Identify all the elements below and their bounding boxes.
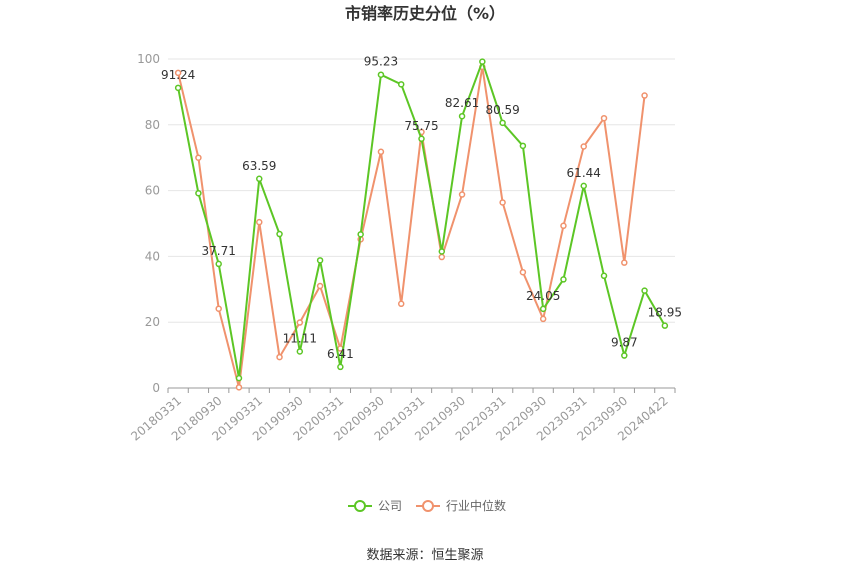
legend-label: 行业中位数 [446, 498, 506, 513]
data-label: 37.71 [202, 244, 236, 258]
data-label: 61.44 [567, 166, 601, 180]
data-point[interactable] [235, 374, 243, 382]
data-point[interactable] [296, 319, 304, 326]
data-point[interactable] [580, 182, 587, 190]
data-point[interactable] [600, 114, 608, 122]
data-point[interactable] [397, 81, 405, 88]
data-point[interactable] [600, 272, 608, 280]
legend-marker [422, 500, 434, 512]
series-line [177, 66, 646, 388]
data-label: 75.75 [404, 119, 438, 133]
data-point[interactable] [418, 135, 425, 143]
data-label: 80.59 [485, 103, 519, 117]
data-point[interactable] [235, 384, 243, 391]
data-point[interactable] [337, 363, 344, 371]
data-point[interactable] [316, 257, 324, 264]
y-axis: 0 20 40 60 80 100 [137, 52, 160, 395]
data-point[interactable] [276, 353, 283, 361]
data-point[interactable] [458, 191, 466, 198]
data-label: 91.24 [161, 68, 195, 82]
data-point[interactable] [479, 58, 486, 65]
chart-title: 市销率历史分位（%） [345, 4, 505, 23]
data-label: 24.05 [526, 289, 560, 303]
series-layer [174, 58, 669, 391]
data-point[interactable] [276, 230, 283, 238]
y-tick-label: 0 [152, 381, 160, 395]
y-tick-label: 40 [145, 249, 160, 263]
data-point[interactable] [397, 300, 405, 308]
data-point[interactable] [560, 276, 567, 283]
legend[interactable]: 公司 行业中位数 [348, 498, 506, 513]
data-label: 6.41 [327, 347, 354, 361]
data-point[interactable] [357, 231, 364, 238]
data-point[interactable] [195, 189, 202, 197]
data-point[interactable] [580, 143, 587, 150]
data-point[interactable] [316, 282, 324, 290]
data-point[interactable] [621, 259, 628, 266]
data-label: 95.23 [364, 55, 398, 69]
y-tick-label: 20 [145, 315, 160, 329]
data-point[interactable] [377, 148, 385, 156]
grid-lines [168, 58, 675, 323]
data-point[interactable] [458, 112, 466, 120]
x-axis: 2018033120180930201903312019093020200331… [128, 387, 676, 444]
legend-item-company[interactable]: 公司 [348, 499, 402, 513]
data-point[interactable] [174, 84, 182, 92]
legend-item-industry-median[interactable]: 行业中位数 [416, 498, 506, 513]
series-company [174, 58, 669, 382]
data-point[interactable] [641, 92, 648, 99]
legend-label: 公司 [378, 499, 402, 513]
data-point[interactable] [621, 352, 628, 359]
series-line [177, 58, 666, 379]
data-point[interactable] [499, 199, 506, 206]
data-point[interactable] [377, 71, 385, 78]
y-tick-label: 80 [145, 118, 160, 132]
data-point[interactable] [519, 142, 527, 150]
data-label: 82.61 [445, 96, 479, 110]
data-point[interactable] [519, 268, 527, 276]
data-label: 63.59 [242, 159, 276, 173]
data-point[interactable] [560, 222, 567, 230]
data-label: 18.95 [648, 306, 682, 320]
data-point[interactable] [641, 287, 648, 294]
data-point[interactable] [256, 175, 263, 183]
data-point[interactable] [438, 253, 446, 261]
y-tick-label: 100 [137, 52, 160, 66]
y-tick-label: 60 [145, 184, 160, 198]
data-point[interactable] [256, 218, 263, 226]
data-point[interactable] [539, 315, 547, 323]
data-point[interactable] [215, 305, 222, 312]
data-point[interactable] [438, 248, 446, 255]
data-label: 9.87 [611, 336, 638, 350]
data-label: 11.11 [283, 331, 317, 345]
source-note: 数据来源：恒生聚源 [366, 548, 483, 563]
data-point[interactable] [539, 305, 547, 313]
legend-marker [354, 500, 366, 512]
data-point[interactable] [661, 322, 669, 329]
data-point[interactable] [215, 260, 222, 268]
data-point[interactable] [499, 119, 506, 127]
data-point[interactable] [195, 154, 202, 161]
data-labels: 91.24 37.71 63.59 11.11 6.41 95.23 75.75 82.61 8… [161, 55, 682, 361]
data-point[interactable] [296, 348, 304, 355]
data-point[interactable] [174, 69, 182, 77]
